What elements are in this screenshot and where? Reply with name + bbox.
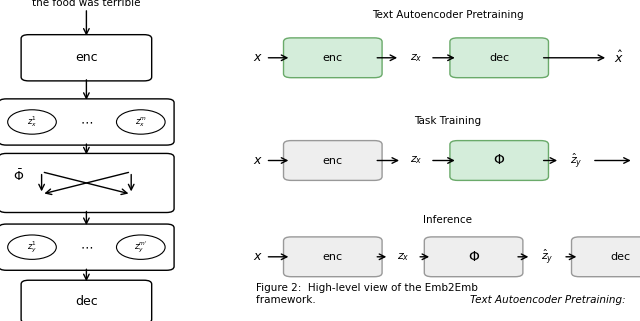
- FancyBboxPatch shape: [0, 153, 174, 213]
- FancyBboxPatch shape: [424, 237, 523, 277]
- Text: the food was terrible: the food was terrible: [32, 0, 141, 8]
- Text: enc: enc: [323, 252, 343, 262]
- Text: Inference: Inference: [424, 215, 472, 225]
- Circle shape: [8, 110, 56, 134]
- Text: $\hat{z}_y$: $\hat{z}_y$: [541, 247, 554, 266]
- Text: dec: dec: [611, 252, 631, 262]
- Text: $z_y^{m'}$: $z_y^{m'}$: [134, 239, 148, 255]
- FancyBboxPatch shape: [0, 224, 174, 270]
- Text: $z_x^1$: $z_x^1$: [27, 115, 37, 129]
- FancyBboxPatch shape: [0, 99, 174, 145]
- Circle shape: [8, 235, 56, 259]
- FancyBboxPatch shape: [21, 280, 152, 321]
- FancyBboxPatch shape: [450, 38, 548, 78]
- Text: $x$: $x$: [253, 51, 262, 64]
- Circle shape: [116, 110, 165, 134]
- Text: dec: dec: [489, 53, 509, 63]
- Text: dec: dec: [75, 295, 98, 308]
- Text: Text Autoencoder Pretraining: Text Autoencoder Pretraining: [372, 10, 524, 20]
- Text: $\hat{x}$: $\hat{x}$: [614, 50, 624, 66]
- FancyBboxPatch shape: [21, 35, 152, 81]
- FancyBboxPatch shape: [284, 38, 382, 78]
- Text: $z_y^1$: $z_y^1$: [27, 239, 37, 255]
- Text: $x$: $x$: [253, 250, 262, 263]
- Text: enc: enc: [323, 155, 343, 166]
- FancyBboxPatch shape: [284, 237, 382, 277]
- Text: $\hat{z}_y$: $\hat{z}_y$: [570, 151, 582, 170]
- Circle shape: [116, 235, 165, 259]
- Text: Figure 2:  High-level view of the Emb2Emb
framework.: Figure 2: High-level view of the Emb2Emb…: [256, 283, 478, 305]
- Text: $\Phi$: $\Phi$: [468, 250, 479, 264]
- Text: $\cdots$: $\cdots$: [80, 241, 93, 254]
- Text: Task Training: Task Training: [415, 116, 481, 126]
- Text: $\bar{\Phi}$: $\bar{\Phi}$: [13, 169, 24, 184]
- Text: $z_x$: $z_x$: [410, 155, 422, 166]
- Text: $\cdots$: $\cdots$: [80, 116, 93, 128]
- Text: $\Phi$: $\Phi$: [493, 153, 505, 168]
- Text: enc: enc: [323, 53, 343, 63]
- Text: Text Autoencoder Pretraining:: Text Autoencoder Pretraining:: [470, 295, 626, 305]
- Text: $x$: $x$: [253, 154, 262, 167]
- Text: $z_x$: $z_x$: [397, 251, 410, 263]
- FancyBboxPatch shape: [284, 141, 382, 180]
- FancyBboxPatch shape: [450, 141, 548, 180]
- Text: $z_x^m$: $z_x^m$: [134, 115, 147, 129]
- Text: $z_x$: $z_x$: [410, 52, 422, 64]
- Text: enc: enc: [75, 51, 98, 64]
- FancyBboxPatch shape: [572, 237, 640, 277]
